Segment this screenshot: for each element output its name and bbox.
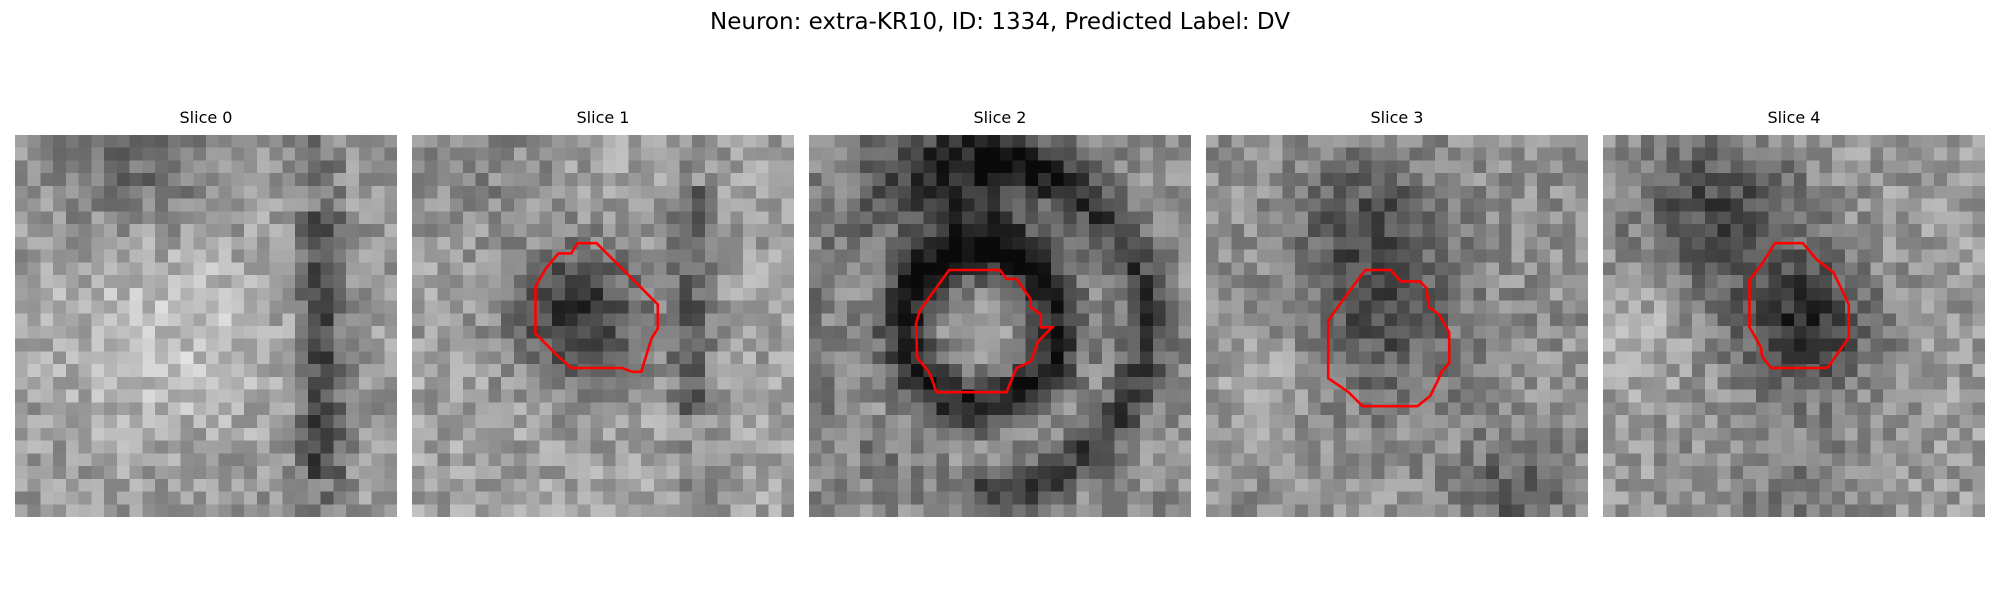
slice-title: Slice 2 [809, 108, 1191, 128]
figure-title: Neuron: extra-KR10, ID: 1334, Predicted … [0, 6, 2000, 38]
slice-title: Slice 4 [1603, 108, 1985, 128]
slice-title: Slice 0 [15, 108, 397, 128]
slice-image [1206, 135, 1588, 517]
slice-image [412, 135, 794, 517]
slice-title: Slice 1 [412, 108, 794, 128]
slice-image [1603, 135, 1985, 517]
slice-panel-4: Slice 4 [1603, 108, 1985, 517]
slice-panel-0: Slice 0 [15, 108, 397, 517]
slice-panel-2: Slice 2 [809, 108, 1191, 517]
slice-panel-3: Slice 3 [1206, 108, 1588, 517]
slice-title: Slice 3 [1206, 108, 1588, 128]
slice-image [809, 135, 1191, 517]
slice-image [15, 135, 397, 517]
slice-panel-1: Slice 1 [412, 108, 794, 517]
